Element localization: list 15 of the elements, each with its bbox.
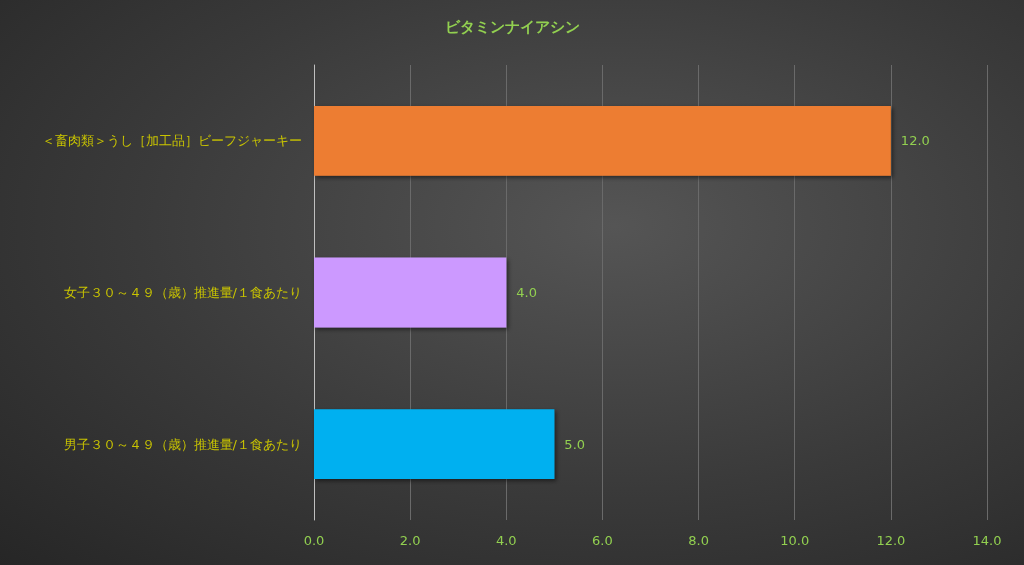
x-tick-label: 14.0: [972, 533, 1002, 548]
data-label: 12.0: [900, 133, 930, 149]
x-tick-label: 12.0: [876, 533, 906, 548]
y-tick-label: 男子３０～４９（歳）推進量/１食あたり: [63, 436, 302, 452]
y-tick-label: 女子３０～４９（歳）推進量/１食あたり: [63, 285, 302, 300]
data-label: 4.0: [516, 285, 537, 300]
x-tick-label: 10.0: [780, 533, 810, 548]
x-tick-label: 0.0: [303, 533, 325, 548]
data-label: 5.0: [564, 436, 586, 452]
x-tick-label: 2.0: [399, 533, 421, 548]
chart-title: ビタミンナイアシン: [444, 17, 580, 36]
x-tick-label: 8.0: [688, 533, 709, 548]
x-tick-label: 6.0: [592, 533, 613, 548]
x-tick-label: 4.0: [495, 533, 517, 548]
y-tick-label: ＜畜肉類＞うし［加工品］ビーフジャーキー: [42, 133, 302, 149]
